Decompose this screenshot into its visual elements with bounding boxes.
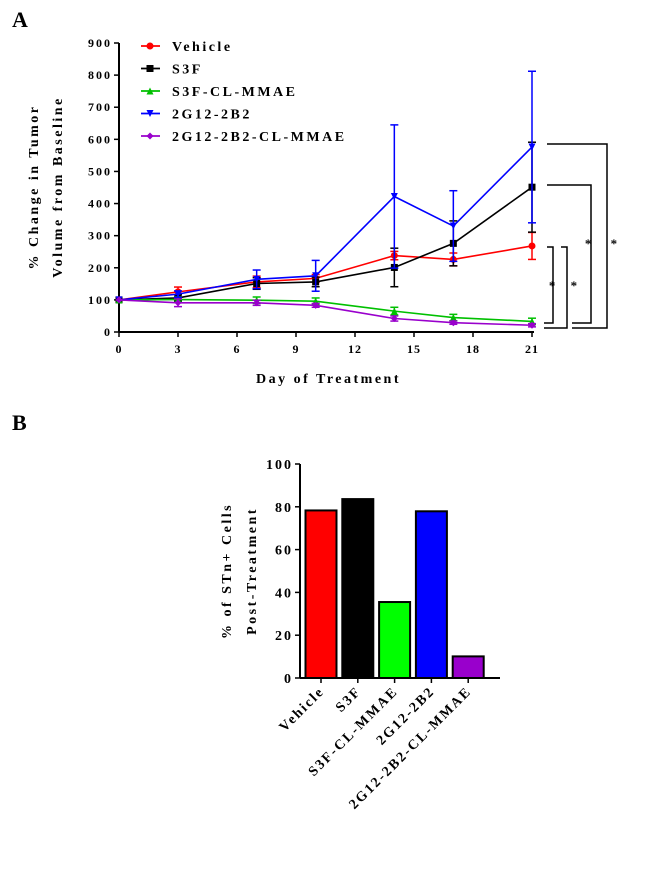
data-point (174, 290, 182, 298)
y-tick-label: 300 (88, 229, 112, 243)
significance-bracket (547, 184, 592, 324)
x-tick-label: 3 (175, 342, 182, 356)
data-point (528, 242, 536, 250)
y-tick-label: 200 (88, 261, 112, 275)
legend-marker (146, 110, 154, 117)
legend-item: S3F-CL-MMAE (141, 85, 298, 100)
y-tick-label: 80 (275, 501, 293, 516)
significance-bracket (544, 246, 568, 329)
x-tick-label: 0 (116, 342, 123, 356)
series-s3f (115, 141, 536, 304)
y-tick-label: 100 (88, 293, 112, 307)
panel-label-b: B (12, 410, 27, 435)
y-tick-label: 0 (104, 325, 112, 339)
series-line (118, 186, 533, 301)
y-axis-label-line1: % of STn+ Cells (220, 503, 235, 639)
legend-marker (146, 87, 154, 95)
series-2g12-2b2 (115, 70, 536, 304)
y-tick-label: 400 (88, 197, 112, 211)
data-point (312, 272, 320, 280)
legend-marker (146, 132, 154, 140)
significance-bracket (547, 143, 608, 329)
data-point (528, 143, 536, 151)
y-axis-label-line2: Post-Treatment (245, 507, 260, 635)
y-tick-label: 800 (88, 68, 112, 82)
x-tick-label: 18 (466, 342, 480, 356)
x-tick-label: 12 (348, 342, 362, 356)
series-line (118, 299, 533, 327)
legend-item: S3F (141, 63, 203, 78)
y-tick-label: 600 (88, 132, 112, 146)
x-tick-label: 9 (293, 342, 300, 356)
y-axis-label-line2: Volume from Baseline (51, 96, 66, 277)
bar-chart: 0 20 40 60 80 100 % of STn+ Cells Post-Treatmen… (220, 458, 500, 813)
data-point (253, 299, 261, 307)
x-axis-label: Day of Treatment (256, 372, 401, 387)
legend-item: Vehicle (141, 40, 233, 55)
data-point (312, 301, 320, 309)
bar-2g12-2b2 (414, 510, 448, 679)
legend-label: S3F-CL-MMAE (172, 85, 298, 100)
y-tick-label: 100 (266, 458, 293, 473)
legend-marker (146, 65, 154, 72)
x-tick-label: Vehicle (277, 684, 328, 735)
y-tick-label: 700 (88, 100, 112, 114)
data-point (390, 315, 398, 323)
y-tick-label: 500 (88, 164, 112, 178)
panel-label-a: A (12, 7, 28, 32)
series-line (118, 146, 533, 301)
x-tick-label: 15 (407, 342, 421, 356)
legend-label: 2G12-2B2-CL-MMAE (172, 130, 347, 145)
data-point (115, 296, 123, 304)
y-tick-label: 20 (275, 629, 293, 644)
y-tick-label: 60 (275, 544, 293, 559)
legend-label: 2G12-2B2 (172, 108, 252, 123)
y-tick-label: 0 (284, 672, 293, 687)
y-tick-label: 40 (275, 586, 293, 601)
data-point (390, 307, 398, 315)
bar-vehicle (304, 509, 338, 679)
legend-item: 2G12-2B2-CL-MMAE (141, 130, 347, 145)
bar-s3f (341, 498, 375, 680)
legend-label: Vehicle (172, 40, 233, 55)
data-point (528, 321, 536, 329)
data-point (390, 192, 398, 200)
x-tick-label: 21 (525, 342, 539, 356)
legend-marker (146, 42, 154, 50)
bar-s3f-cl-mmae (378, 601, 412, 680)
x-tick-label: 6 (234, 342, 241, 356)
series-2g12-2b2-cl-mmae (115, 296, 536, 329)
bar-2g12-2b2-cl-mmae (451, 655, 485, 679)
data-point (449, 319, 457, 327)
data-point (253, 275, 261, 283)
line-chart: 0 100 200 300 400 500 600 700 800 900 0 3 6 9 12 15 18 21… (27, 36, 625, 387)
legend-item: 2G12-2B2 (141, 108, 252, 123)
data-point (449, 314, 457, 322)
x-tick-label: S3F (333, 684, 364, 715)
legend-label: S3F (172, 63, 203, 78)
data-point (449, 222, 457, 230)
data-point (174, 299, 182, 307)
significance-label: * * (549, 278, 583, 293)
y-axis-label-line1: % Change in Tumor (27, 104, 42, 269)
significance-label: * * (585, 236, 625, 251)
y-tick-label: 900 (88, 36, 112, 50)
significance-bracket (544, 246, 554, 324)
